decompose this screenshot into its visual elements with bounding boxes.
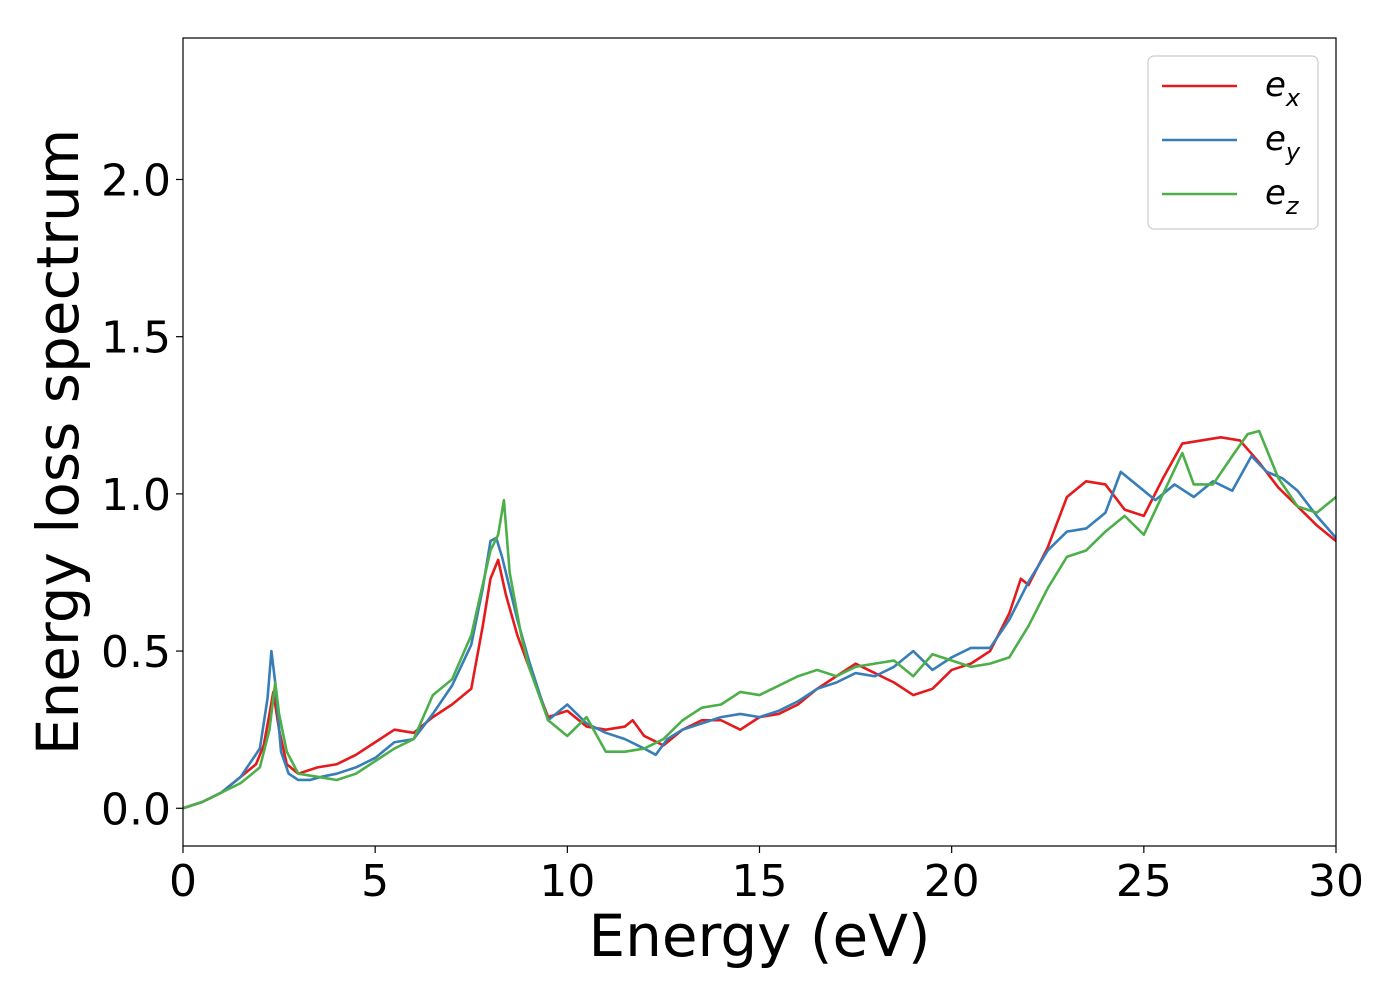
x-tick-label: 20 [924,856,980,907]
x-tick-label: 10 [539,856,595,907]
legend-box [1147,55,1319,230]
series-line-e-z [183,429,1336,810]
x-axis-ticks: 0 5 10 15 20 25 30 [169,846,1364,907]
x-tick-label: 30 [1308,856,1364,907]
y-tick-label: 2.0 [101,155,171,206]
y-tick-label: 0.5 [101,627,171,678]
y-axis-ticks: 0.0 0.5 1.0 1.5 2.0 [101,155,183,835]
y-tick-label: 1.5 [101,313,171,364]
x-tick-label: 15 [732,856,788,907]
y-tick-label: 0.0 [101,784,171,835]
x-axis-title: Energy (eV) [588,902,930,970]
y-axis-title: Energy loss spectrum [24,129,92,755]
x-tick-label: 0 [169,856,197,907]
x-tick-label: 5 [361,856,389,907]
series-layer [183,429,1336,810]
series-line-e-x [183,435,1336,810]
x-tick-label: 25 [1116,856,1172,907]
y-tick-label: 1.0 [101,470,171,521]
